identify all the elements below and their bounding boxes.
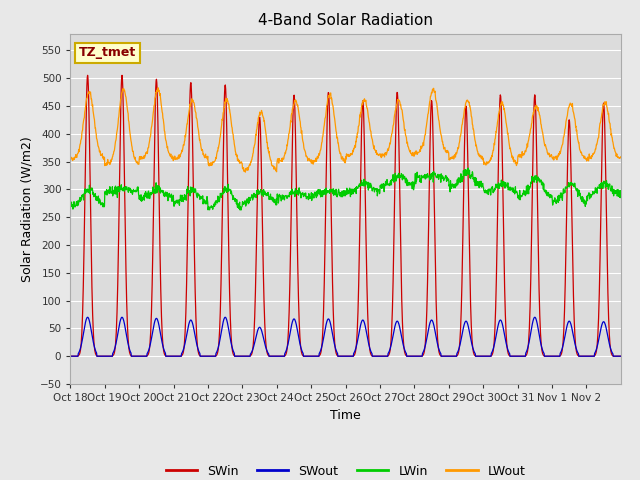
LWout xyxy=(611,145,618,151)
SWin xyxy=(617,353,625,359)
SWin xyxy=(556,353,564,359)
LWout xyxy=(67,156,74,162)
SWout xyxy=(556,350,564,356)
Line: SWin: SWin xyxy=(70,75,621,356)
Y-axis label: Solar Radiation (W/m2): Solar Radiation (W/m2) xyxy=(21,136,34,282)
LWin xyxy=(464,165,472,171)
SWin xyxy=(610,353,618,359)
SWout xyxy=(476,353,483,359)
Line: LWin: LWin xyxy=(70,168,621,210)
LWin xyxy=(321,189,329,194)
SWin xyxy=(84,72,92,78)
LWout xyxy=(321,115,329,120)
LWout xyxy=(476,153,484,158)
LWout xyxy=(557,149,564,155)
LWout xyxy=(241,169,249,175)
SWout xyxy=(610,353,618,359)
SWout xyxy=(67,353,74,359)
SWout xyxy=(332,345,339,351)
SWin xyxy=(153,80,161,85)
Line: SWout: SWout xyxy=(70,317,621,356)
LWin xyxy=(152,187,160,192)
LWin xyxy=(476,182,484,188)
SWin xyxy=(332,347,339,352)
LWout xyxy=(152,90,160,96)
Text: TZ_tmet: TZ_tmet xyxy=(79,47,136,60)
LWin xyxy=(617,195,625,201)
X-axis label: Time: Time xyxy=(330,408,361,421)
LWin xyxy=(557,190,564,196)
LWin xyxy=(611,188,618,194)
LWin xyxy=(237,207,245,213)
LWin xyxy=(332,192,339,198)
Legend: SWin, SWout, LWin, LWout: SWin, SWout, LWin, LWout xyxy=(161,460,531,480)
LWout xyxy=(617,154,625,160)
SWin xyxy=(476,353,483,359)
SWout xyxy=(617,353,625,359)
LWout xyxy=(154,85,162,91)
Line: LWout: LWout xyxy=(70,88,621,172)
LWin xyxy=(67,202,74,207)
SWout xyxy=(153,316,161,322)
SWin xyxy=(67,353,74,359)
Title: 4-Band Solar Radiation: 4-Band Solar Radiation xyxy=(258,13,433,28)
LWout xyxy=(332,126,340,132)
SWout xyxy=(321,327,329,333)
SWin xyxy=(321,243,329,249)
SWout xyxy=(84,314,92,320)
